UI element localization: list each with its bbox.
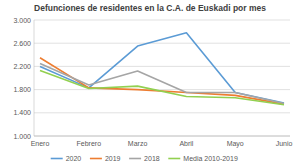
legend-label: 2018 — [144, 155, 160, 162]
legend-swatch — [90, 158, 102, 160]
legend-swatch — [168, 158, 180, 160]
grid-line — [34, 43, 290, 44]
title: Defunciones de residentes en la C.A. de … — [34, 3, 266, 13]
grid-line — [34, 112, 290, 113]
series-line — [40, 33, 284, 103]
x-tick-label: Enero — [31, 140, 50, 147]
series-line — [40, 58, 284, 104]
x-tick-label: Febrero — [77, 140, 102, 147]
x-tick-label: Junio — [276, 140, 293, 147]
y-tick-label: 2.200 — [13, 63, 31, 70]
y-tick-label: 2.600 — [13, 40, 31, 47]
grid-line — [34, 20, 290, 21]
x-tick-label: Marzo — [128, 140, 148, 147]
y-tick-label: 1.800 — [13, 86, 31, 93]
x-tick-label: Mayo — [227, 140, 244, 148]
y-tick-label: 1.000 — [13, 133, 31, 140]
y-axis — [34, 20, 35, 136]
grid-line — [34, 66, 290, 67]
grid-line — [34, 136, 290, 137]
legend-swatch — [51, 158, 63, 160]
legend-label: 2019 — [105, 155, 121, 162]
x-axis — [34, 136, 290, 137]
legend-label: Media 2010-2019 — [183, 155, 238, 162]
x-tick-label: Abril — [179, 140, 193, 147]
y-tick-label: 3.000 — [13, 17, 31, 24]
plot-area — [40, 33, 284, 105]
chart: Defunciones de residentes en la C.A. de … — [0, 0, 300, 168]
series-line — [40, 70, 284, 104]
legend-label: 2020 — [66, 155, 82, 162]
legend-swatch — [129, 158, 141, 160]
y-tick-label: 1.400 — [13, 109, 31, 116]
grid-line — [34, 89, 290, 90]
